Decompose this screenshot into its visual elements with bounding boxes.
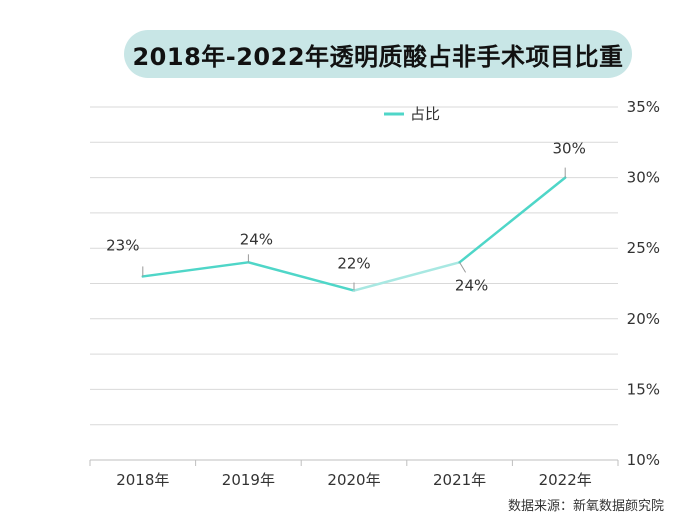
data-label: 24% [455,276,488,294]
data-label: 23% [106,236,139,254]
series-segment [352,261,461,292]
y-tick-label: 35% [627,98,660,116]
legend: 占比 [384,105,440,123]
x-tick-label: 2019年 [222,471,275,489]
series-segment [458,176,567,264]
y-tick-label: 30% [627,169,660,187]
x-tick-label: 2021年 [433,471,486,489]
source-note: 数据来源：新氧数据颜究院 [507,499,664,514]
x-tick-label: 2020年 [327,471,380,489]
data-label: 24% [240,230,273,248]
chart-title-banner: 2018年-2022年透明质酸占非手术项目比重 [124,30,632,78]
grid-lines [90,106,618,461]
data-labels: 23% 24% 22% 24% 30% [106,140,586,295]
y-axis-ticks: 10% 15% 20% 25% 30% 35% [627,98,660,469]
series-segment [247,261,356,292]
data-label: 22% [337,255,370,273]
y-tick-label: 10% [627,451,660,469]
data-label: 30% [553,140,586,158]
x-tick-label: 2022年 [539,471,592,489]
data-label-leader [459,262,467,273]
series-line [141,176,567,292]
legend-label: 占比 [410,105,440,123]
y-tick-label: 25% [627,239,660,257]
y-tick-label: 15% [627,380,660,398]
y-tick-label: 20% [627,310,660,328]
x-tick-label: 2018年 [116,471,169,489]
x-axis-ticks: 2018年 2019年 2020年 2021年 2022年 [89,460,619,489]
chart-title: 2018年-2022年透明质酸占非手术项目比重 [132,42,624,71]
series-segment [141,261,250,278]
